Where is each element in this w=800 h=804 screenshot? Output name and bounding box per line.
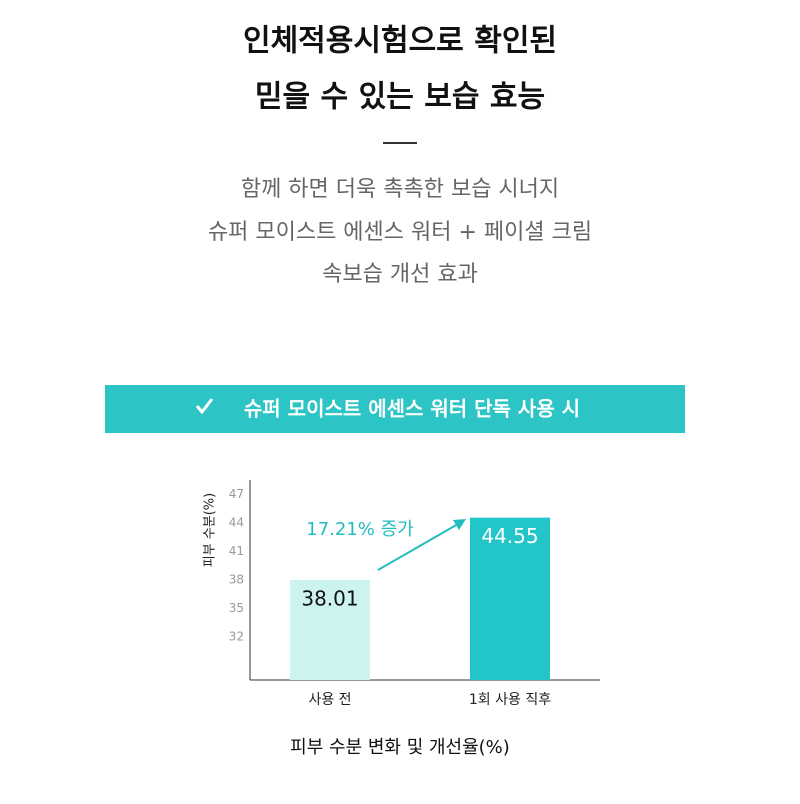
y-axis-label: 피부 수분(%) xyxy=(203,493,218,567)
banner xyxy=(105,385,685,433)
value-label: 38.01 xyxy=(301,586,358,610)
subtitle-line: 속보습 개선 효과 xyxy=(322,262,478,287)
value-label: 44.55 xyxy=(481,524,538,548)
x-tick-label: 사용 전 xyxy=(308,692,351,708)
y-tick-label: 47 xyxy=(229,487,244,501)
y-tick-label: 32 xyxy=(229,630,244,644)
subtitle-line: 함께 하면 더욱 촉촉한 보습 시너지 xyxy=(241,177,559,202)
annotation-arrow xyxy=(377,523,459,571)
y-tick-label: 44 xyxy=(229,515,244,529)
y-tick-label: 35 xyxy=(229,601,244,615)
bar xyxy=(470,517,550,680)
x-tick-label: 1회 사용 직후 xyxy=(469,692,551,708)
check-icon xyxy=(195,398,214,415)
subtitle-line: 슈퍼 모이스트 에센스 워터 + 페이셜 크림 xyxy=(208,220,592,245)
annotation: 17.21% 증가 xyxy=(306,519,413,540)
title-line: 인체적용시험으로 확인된 xyxy=(243,24,557,59)
banner-text: 슈퍼 모이스트 에센스 워터 단독 사용 시 xyxy=(244,397,580,421)
title-line: 믿을 수 있는 보습 효능 xyxy=(255,80,545,115)
chart-title: 피부 수분 변화 및 개선율(%) xyxy=(290,737,510,758)
bar xyxy=(290,579,370,680)
arrow-head xyxy=(453,519,466,530)
y-tick-label: 38 xyxy=(229,573,244,587)
y-tick-label: 41 xyxy=(229,544,244,558)
